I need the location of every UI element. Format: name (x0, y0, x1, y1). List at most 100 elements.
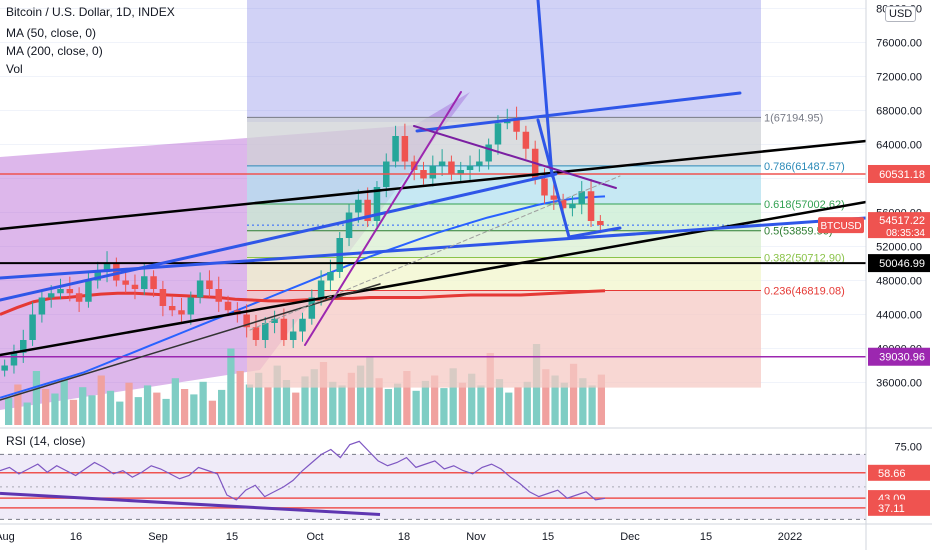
rsi-legend[interactable]: RSI (14, close) (6, 434, 86, 448)
volume-bar (153, 392, 161, 425)
candle-body (308, 297, 316, 319)
candle-body (150, 276, 157, 289)
volume-bar (412, 390, 420, 425)
volume-bar (5, 398, 13, 425)
rsi-tick-label: 75.00 (894, 441, 922, 453)
symbol-tag (818, 217, 864, 234)
volume-bar (514, 387, 522, 425)
candle-body (1, 365, 8, 371)
time-tick-label: Oct (306, 531, 323, 543)
fib-band (247, 117, 761, 166)
candle-body (587, 191, 595, 221)
candle-body (271, 318, 278, 323)
price-line-label: 60531.18 (879, 169, 925, 181)
candle-body (289, 331, 297, 340)
time-axis[interactable]: Aug 16 Sep 15 Oct 18 Nov 15 Dec 15 2022 (0, 523, 932, 543)
volume-legend[interactable]: Vol (6, 62, 23, 76)
candle-body (317, 280, 325, 298)
candle-body (299, 318, 306, 332)
price-tick-label: 52000.00 (876, 242, 922, 254)
fib-band (247, 203, 761, 231)
candle-body (345, 212, 353, 238)
candle-body (429, 165, 437, 179)
purple-line (413, 125, 617, 189)
symbol-title[interactable]: Bitcoin / U.S. Dollar, 1D, INDEX (6, 5, 175, 19)
candle-body (141, 276, 148, 289)
candle-body (131, 284, 139, 289)
price-tick-label: 36000.00 (876, 378, 922, 390)
volume-bar (97, 375, 105, 425)
black-trendline-base (0, 283, 381, 401)
price-axis[interactable]: 36000.0040000.0044000.0048000.0052000.00… (818, 0, 932, 550)
volume-bar (579, 378, 587, 425)
volume-bar (227, 348, 235, 425)
volume-bar (486, 353, 494, 425)
candle-body (94, 272, 101, 281)
candle-body (215, 289, 222, 302)
fib-label: 0.786(61487.57) (764, 161, 845, 173)
volume-bar (218, 389, 226, 425)
volume-bar (551, 375, 559, 425)
time-tick-label: Sep (148, 531, 168, 543)
rsi-trendline (0, 491, 381, 516)
volume-bar (79, 387, 87, 425)
ma200-legend[interactable]: MA (200, close, 0) (6, 44, 103, 58)
time-tick-label: 18 (398, 531, 410, 543)
currency-button[interactable]: USD (885, 6, 917, 22)
volume-bar (143, 385, 152, 425)
volume-bar (310, 369, 318, 425)
blue-channel-upper (415, 91, 742, 133)
candle-body (196, 280, 204, 298)
candle-body (47, 293, 55, 298)
candle-body (327, 272, 334, 281)
volume-bar (319, 362, 328, 425)
volume-bar (449, 368, 457, 425)
candle-body (85, 280, 92, 302)
price-line-label: 39030.96 (879, 352, 925, 364)
volume-bar (468, 373, 476, 425)
volume-bar (199, 381, 207, 425)
price-tick-label: 72000.00 (876, 72, 922, 84)
time-tick-label: 15 (700, 531, 712, 543)
volume-bar (431, 375, 439, 425)
volume-bar (14, 384, 22, 425)
volume-bar (440, 388, 448, 425)
candle-body (401, 136, 409, 162)
volume-bar (23, 402, 31, 425)
volume-bar (384, 389, 392, 425)
candle-body (438, 161, 446, 166)
price-tick-label: 64000.00 (876, 140, 922, 152)
candle-body (457, 170, 464, 175)
price-tick-label: 48000.00 (876, 276, 922, 288)
candle-body (485, 144, 492, 162)
candle-body (10, 352, 18, 366)
price-line-tag (868, 164, 930, 183)
volume-bar (523, 381, 531, 425)
blue-channel-lower (0, 172, 558, 302)
black-trendline-upper (0, 139, 868, 231)
candle-body (38, 297, 46, 315)
volume-bar (560, 382, 568, 425)
volume-bar (116, 401, 124, 425)
candle-body (410, 161, 418, 170)
candle-body (75, 293, 83, 302)
ma50-legend[interactable]: MA (50, close, 0) (6, 26, 97, 40)
candle-body (522, 131, 530, 149)
candle-body (20, 340, 27, 353)
volume-bar (495, 379, 504, 425)
volume-bar (208, 400, 217, 425)
volume-bar (366, 357, 374, 425)
volume-bar (60, 380, 68, 425)
blue-leg-flat (567, 226, 622, 239)
range-box (247, 0, 761, 122)
volume-bar (88, 395, 96, 425)
candle-body (29, 314, 36, 340)
price-tick-label: 44000.00 (876, 310, 922, 322)
time-tick-label: 15 (542, 531, 554, 543)
purple-ray (304, 91, 462, 346)
candle-body (513, 119, 520, 132)
fib-label: 0.236(46819.08) (764, 286, 845, 298)
price-line-tag (868, 254, 930, 273)
